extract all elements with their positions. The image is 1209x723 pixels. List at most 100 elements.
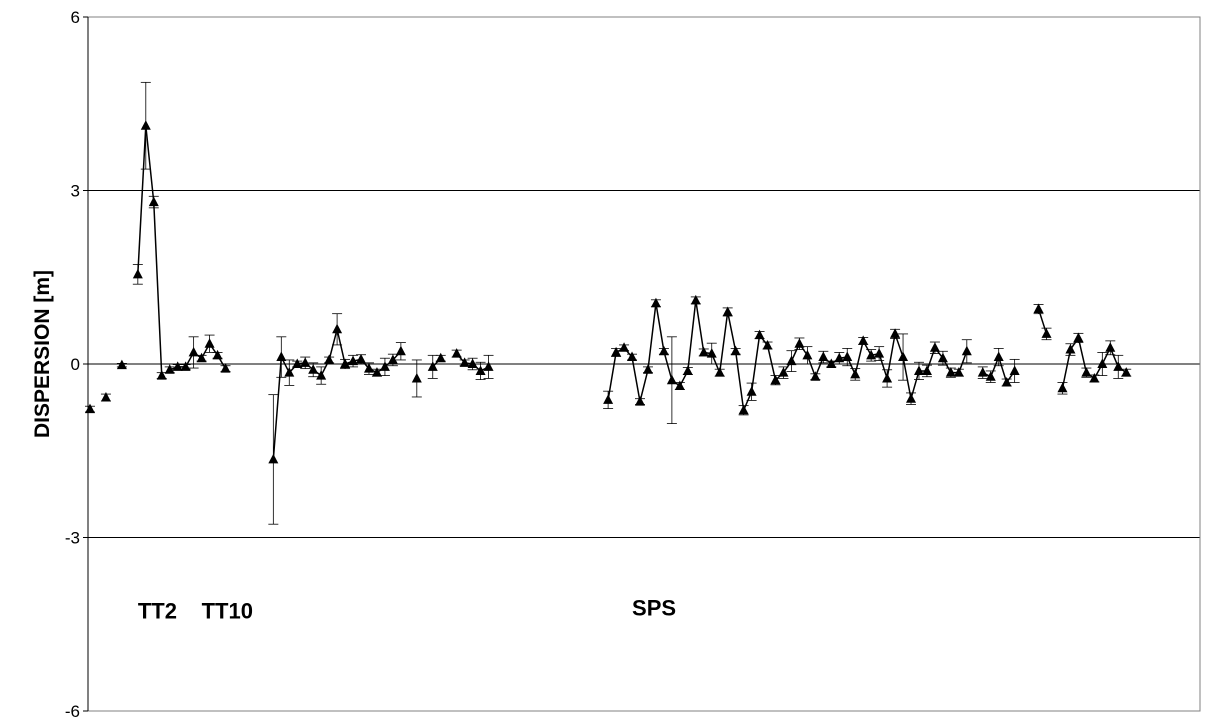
data-point <box>1057 382 1068 393</box>
data-point <box>730 345 741 356</box>
y-tick-label: 0 <box>71 355 80 374</box>
data-point <box>937 352 948 363</box>
data-point <box>714 367 725 377</box>
data-point <box>953 367 964 377</box>
data-point <box>890 328 901 338</box>
data-point <box>650 297 661 308</box>
data-point <box>451 348 462 358</box>
data-point <box>132 268 143 279</box>
gridlines <box>88 190 1200 538</box>
data-point <box>866 349 877 360</box>
data-point <box>356 353 367 364</box>
annotation-label: TT10 <box>202 598 253 623</box>
data-point <box>1097 358 1108 368</box>
data-point <box>212 349 223 360</box>
data-point <box>898 351 909 362</box>
data-point <box>1089 372 1100 383</box>
data-point <box>906 393 917 403</box>
data-point <box>611 346 622 357</box>
data-point <box>658 345 669 356</box>
data-point <box>842 351 853 362</box>
data-point <box>929 342 940 352</box>
data-point <box>371 367 382 377</box>
data-point <box>268 453 279 464</box>
data-point <box>826 358 837 368</box>
data-point <box>746 386 757 396</box>
data-point <box>316 370 327 380</box>
data-point <box>292 358 303 368</box>
data-point <box>1001 377 1012 387</box>
data-point <box>874 348 885 358</box>
data-point <box>858 335 869 345</box>
annotation-label: TT2 <box>138 598 177 623</box>
data-point <box>387 354 398 364</box>
y-tick-label: -6 <box>65 702 80 721</box>
data-point <box>220 363 231 373</box>
data-point <box>642 364 653 374</box>
y-tick-label: -3 <box>65 529 80 548</box>
data-point <box>188 346 199 357</box>
series-line <box>137 125 163 376</box>
data-point <box>284 367 295 377</box>
data-point <box>754 329 765 340</box>
data-point <box>794 338 805 348</box>
y-axis-label: DISPERSION [m] <box>31 270 54 438</box>
data-point <box>196 352 207 363</box>
series-line <box>1037 308 1048 335</box>
data-point <box>882 372 893 383</box>
data-point <box>738 404 749 415</box>
data-point <box>985 371 996 381</box>
data-point <box>459 357 470 367</box>
data-point <box>204 338 215 348</box>
data-point <box>706 348 717 358</box>
data-point <box>921 365 932 375</box>
data-point <box>379 361 390 371</box>
data-point <box>324 354 335 364</box>
annotation-label: SPS <box>632 596 676 621</box>
data-point <box>1065 344 1076 354</box>
data-point <box>340 358 351 368</box>
data-point <box>850 368 861 379</box>
data-point <box>100 392 111 402</box>
series-line <box>272 329 402 460</box>
data-point <box>762 339 773 350</box>
data-point <box>140 120 151 130</box>
data-point <box>682 365 693 375</box>
data-point <box>770 374 781 385</box>
data-point <box>802 349 813 360</box>
data-point <box>172 361 183 371</box>
data-point <box>276 351 287 362</box>
data-point <box>435 352 446 363</box>
data-point <box>977 367 988 377</box>
data-point <box>308 364 319 374</box>
data-point <box>467 358 478 368</box>
data-point <box>1009 365 1020 375</box>
data-point <box>603 394 614 404</box>
data-point <box>363 363 374 373</box>
data-point <box>1073 332 1084 342</box>
data-point <box>722 306 733 316</box>
data-point <box>180 361 191 371</box>
data-point <box>332 323 343 334</box>
data-point <box>810 371 821 381</box>
data-point <box>674 380 685 390</box>
data-point <box>1081 367 1092 377</box>
data-point <box>945 367 956 377</box>
data-point <box>834 352 845 363</box>
data-point <box>1105 342 1116 352</box>
data-point <box>635 396 645 406</box>
data-point <box>483 361 494 371</box>
y-tick-label: 6 <box>71 8 80 27</box>
data-point <box>348 355 359 366</box>
data-point <box>993 351 1004 362</box>
data-point <box>427 361 438 371</box>
data-point <box>1113 361 1124 371</box>
data-point <box>148 196 159 207</box>
data-point <box>698 346 709 357</box>
annotations: TT2 TT10 SPS <box>138 596 676 624</box>
data-point <box>156 370 167 380</box>
data-point <box>300 357 311 367</box>
data-point <box>1033 303 1044 314</box>
data-point <box>690 294 701 305</box>
